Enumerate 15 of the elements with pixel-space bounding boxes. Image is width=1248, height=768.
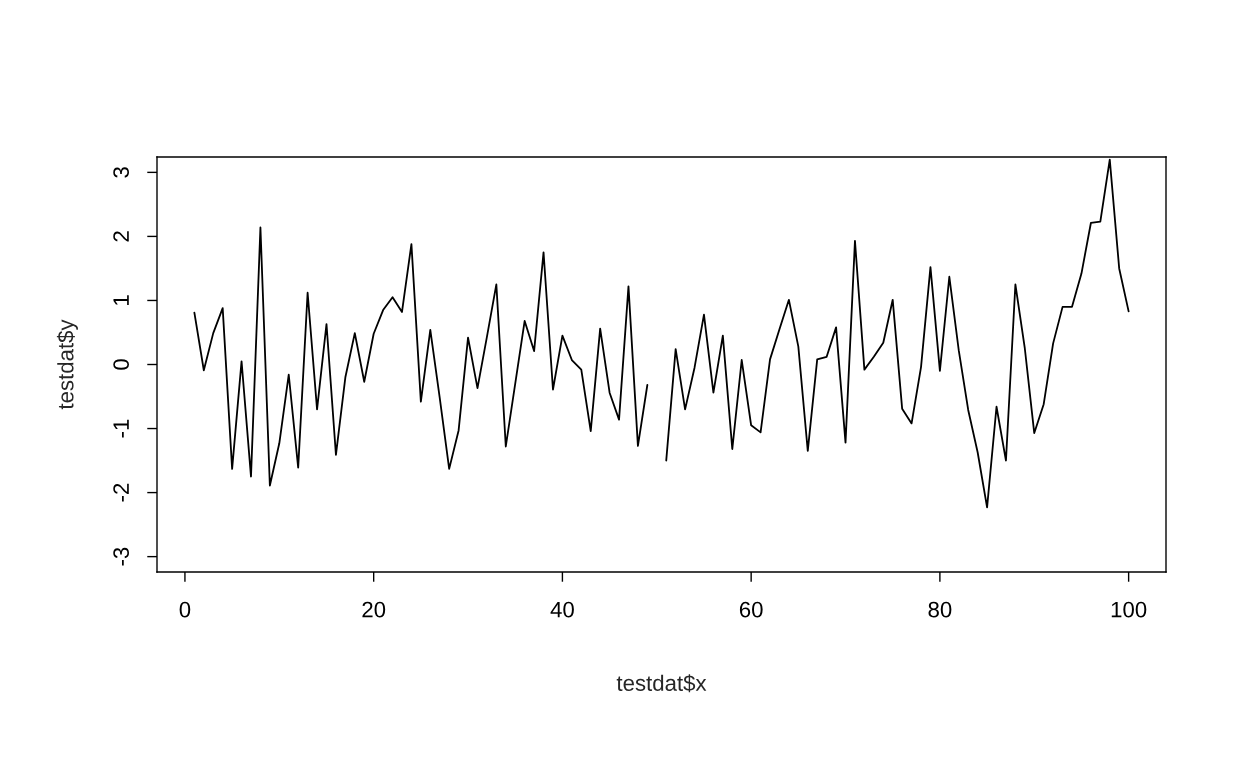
- x-tick-label: 0: [179, 601, 191, 618]
- x-tick-label: 80: [928, 601, 952, 618]
- x-tick-label: 20: [362, 601, 386, 618]
- y-axis-title: testdat$y: [56, 319, 78, 410]
- x-axis-title: testdat$x: [616, 674, 707, 693]
- y-tick-label: 3: [113, 167, 129, 178]
- x-tick-label: 60: [739, 601, 763, 618]
- y-tick-label: 2: [113, 231, 129, 242]
- y-tick-label: 1: [113, 295, 129, 305]
- y-tick-label: -3: [113, 547, 129, 566]
- y-tick-label: 0: [113, 359, 129, 370]
- x-tick-label: 40: [550, 601, 574, 618]
- x-tick-label: 100: [1111, 601, 1147, 618]
- y-tick-label: -1: [113, 419, 129, 438]
- y-tick-label: -2: [113, 483, 129, 502]
